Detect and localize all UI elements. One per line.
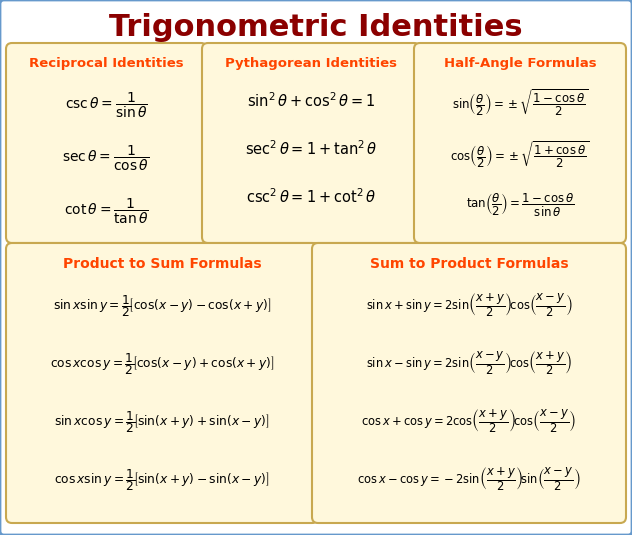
Text: $\cos x - \cos y = -2\sin\!\left(\dfrac{x+y}{2}\right)\!\sin\!\left(\dfrac{x-y}{: $\cos x - \cos y = -2\sin\!\left(\dfrac{… xyxy=(357,465,581,493)
Text: $\sin x + \sin y = 2\sin\!\left(\dfrac{x+y}{2}\right)\!\cos\!\left(\dfrac{x-y}{2: $\sin x + \sin y = 2\sin\!\left(\dfrac{x… xyxy=(366,291,572,319)
FancyBboxPatch shape xyxy=(6,43,207,243)
Text: Pythagorean Identities: Pythagorean Identities xyxy=(225,57,397,70)
Text: $\sin^2\theta + \cos^2\theta = 1$: $\sin^2\theta + \cos^2\theta = 1$ xyxy=(247,91,375,110)
Text: $\csc\theta = \dfrac{1}{\sin\theta}$: $\csc\theta = \dfrac{1}{\sin\theta}$ xyxy=(64,91,147,120)
Text: Product to Sum Formulas: Product to Sum Formulas xyxy=(63,257,261,271)
Text: $\sec^2\theta = 1 + \tan^2\theta$: $\sec^2\theta = 1 + \tan^2\theta$ xyxy=(245,139,377,158)
Text: $\csc^2\theta = 1 + \cot^2\theta$: $\csc^2\theta = 1 + \cot^2\theta$ xyxy=(246,187,376,205)
Text: $\cos x\cos y = \dfrac{1}{2}\!\left[\cos(x-y) + \cos(x+y)\right]$: $\cos x\cos y = \dfrac{1}{2}\!\left[\cos… xyxy=(50,351,274,377)
Text: Half-Angle Formulas: Half-Angle Formulas xyxy=(444,57,597,70)
FancyBboxPatch shape xyxy=(6,243,318,523)
Text: $\sin\!\left(\dfrac{\theta}{2}\right) = \pm\sqrt{\dfrac{1-\cos\theta}{2}}$: $\sin\!\left(\dfrac{\theta}{2}\right) = … xyxy=(452,87,588,118)
Text: $\sin x\cos y = \dfrac{1}{2}\!\left[\sin(x+y) + \sin(x-y)\right]$: $\sin x\cos y = \dfrac{1}{2}\!\left[\sin… xyxy=(54,409,270,435)
FancyBboxPatch shape xyxy=(414,43,626,243)
Text: Trigonometric Identities: Trigonometric Identities xyxy=(109,13,523,42)
Text: $\sin x\sin y = \dfrac{1}{2}\!\left[\cos(x-y) - \cos(x+y)\right]$: $\sin x\sin y = \dfrac{1}{2}\!\left[\cos… xyxy=(52,293,271,319)
Text: $\cos x + \cos y = 2\cos\!\left(\dfrac{x+y}{2}\right)\!\cos\!\left(\dfrac{x-y}{2: $\cos x + \cos y = 2\cos\!\left(\dfrac{x… xyxy=(362,407,576,434)
Text: Sum to Product Formulas: Sum to Product Formulas xyxy=(370,257,568,271)
FancyBboxPatch shape xyxy=(312,243,626,523)
Text: $\sec\theta = \dfrac{1}{\cos\theta}$: $\sec\theta = \dfrac{1}{\cos\theta}$ xyxy=(63,144,150,173)
Text: Reciprocal Identities: Reciprocal Identities xyxy=(28,57,183,70)
Text: $\cos x\sin y = \dfrac{1}{2}\!\left[\sin(x+y) - \sin(x-y)\right]$: $\cos x\sin y = \dfrac{1}{2}\!\left[\sin… xyxy=(54,467,270,493)
Text: $\sin x - \sin y = 2\sin\!\left(\dfrac{x-y}{2}\right)\!\cos\!\left(\dfrac{x+y}{2: $\sin x - \sin y = 2\sin\!\left(\dfrac{x… xyxy=(366,349,572,377)
Text: $\cos\!\left(\dfrac{\theta}{2}\right) = \pm\sqrt{\dfrac{1+\cos\theta}{2}}$: $\cos\!\left(\dfrac{\theta}{2}\right) = … xyxy=(451,139,590,170)
Text: $\cot\theta = \dfrac{1}{\tan\theta}$: $\cot\theta = \dfrac{1}{\tan\theta}$ xyxy=(64,197,149,226)
Text: $\tan\!\left(\dfrac{\theta}{2}\right) = \dfrac{1-\cos\theta}{\sin\theta}$: $\tan\!\left(\dfrac{\theta}{2}\right) = … xyxy=(466,191,574,218)
FancyBboxPatch shape xyxy=(202,43,420,243)
